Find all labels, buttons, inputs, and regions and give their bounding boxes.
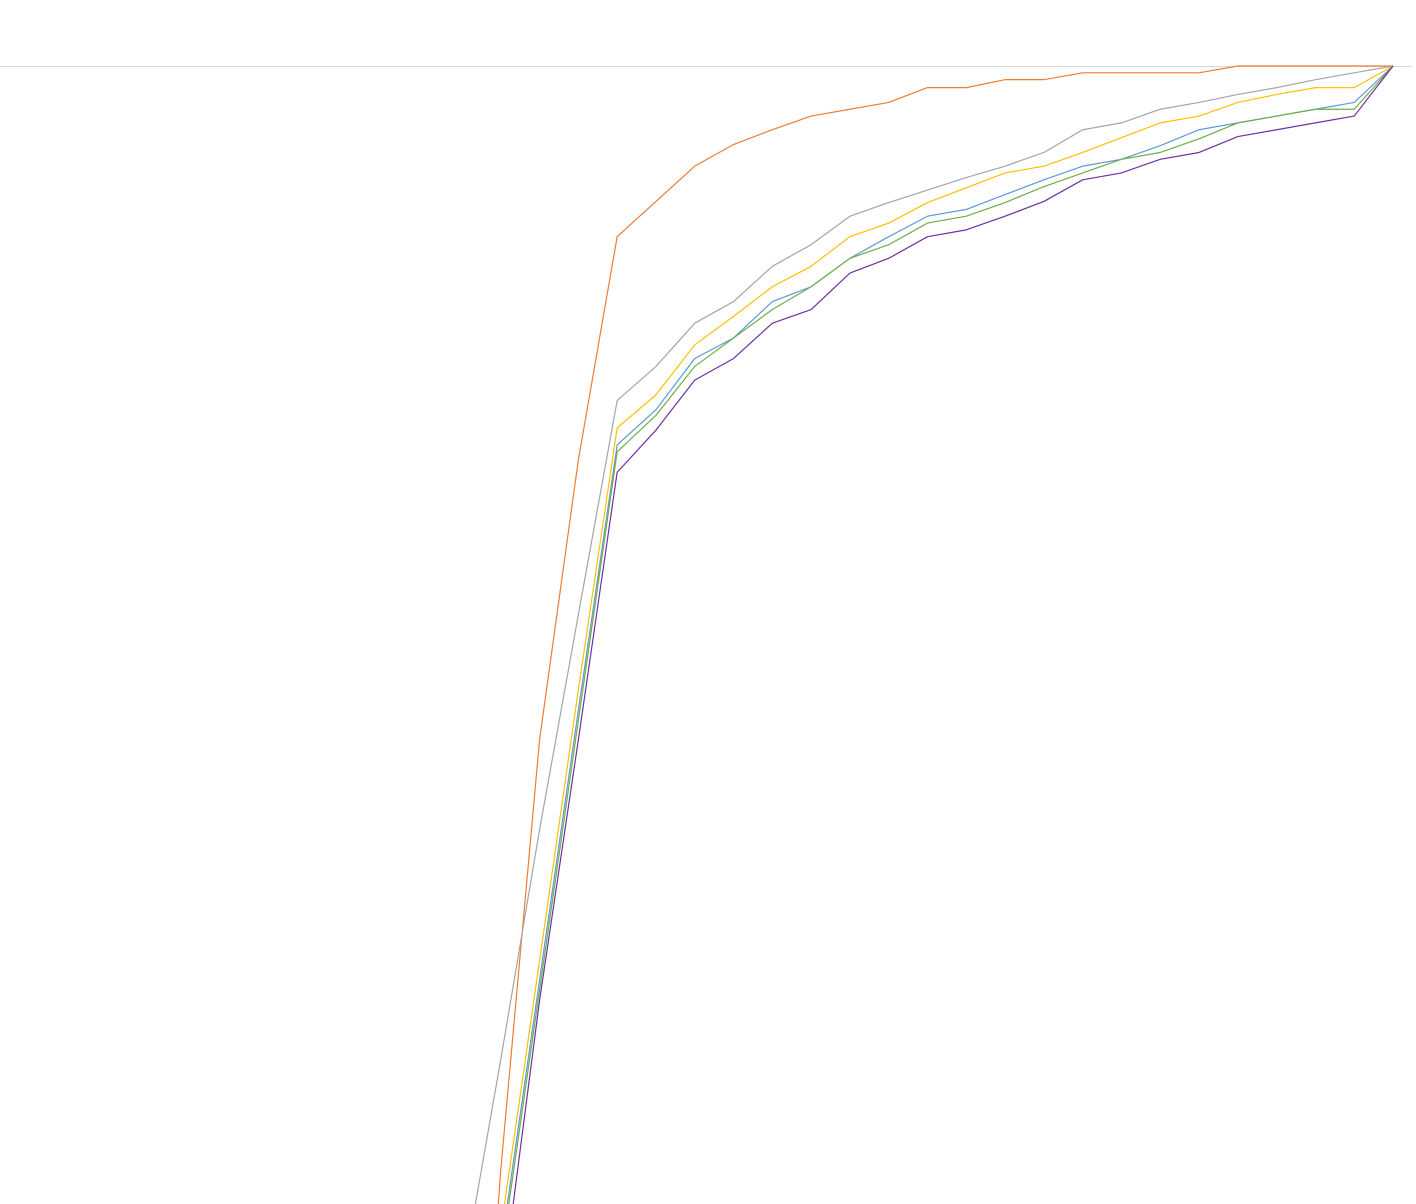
series-line [508,65,1394,1204]
series-line [503,65,1394,1204]
series-line [497,65,1393,1204]
series-line [474,65,1394,1204]
series-line [512,65,1394,1204]
